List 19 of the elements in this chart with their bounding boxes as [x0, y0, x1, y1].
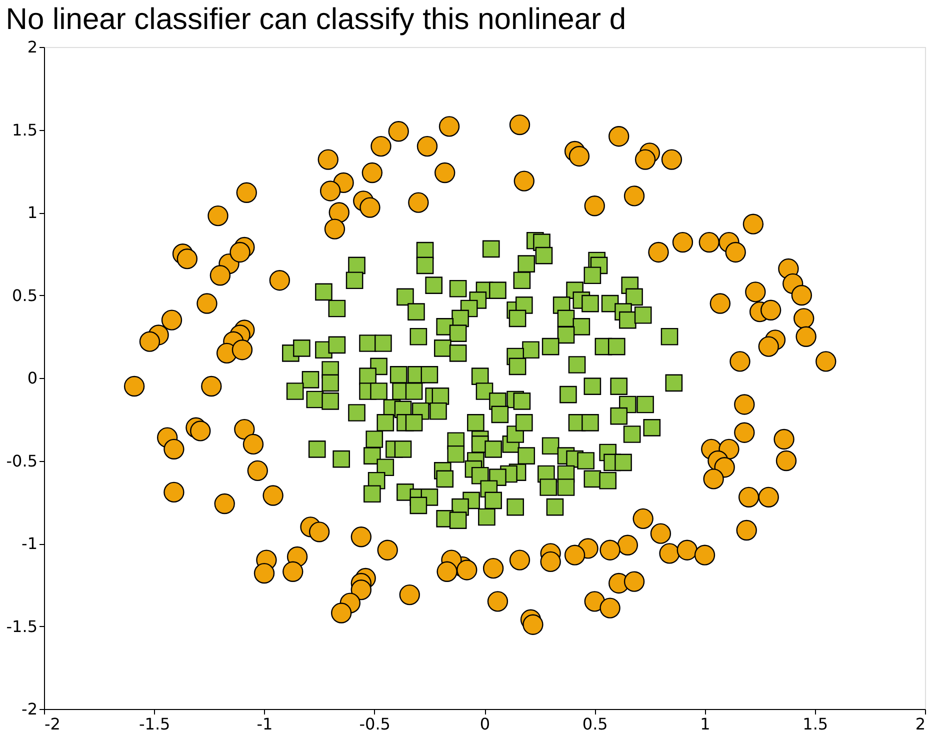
x-tick-label: -1: [256, 714, 273, 734]
x-tick-label: -1.5: [139, 714, 170, 734]
y-tick-label: 1: [27, 203, 38, 222]
x-tick-label: 2: [915, 714, 926, 734]
chart-title: No linear classifier can classify this nonlinear d: [6, 3, 626, 36]
x-tick-label: -0.5: [359, 714, 390, 734]
x-tick-label: -2: [44, 714, 60, 734]
y-tick-label: 0.5: [12, 286, 38, 305]
y-tick-label: 0: [27, 368, 38, 388]
y-tick-label: -1: [22, 534, 38, 553]
x-tick-label: 1: [700, 714, 710, 734]
y-tick-label: -0.5: [6, 451, 38, 470]
x-tick-label: 1.5: [802, 714, 828, 734]
x-tick-label: 0.5: [582, 714, 608, 734]
y-tick-label: 2: [27, 38, 38, 56]
x-tick-label: 0: [480, 714, 490, 734]
y-tick-label: 1.5: [12, 120, 38, 140]
y-tick-label: -2: [22, 700, 38, 718]
y-tick-label: -1.5: [6, 616, 38, 636]
